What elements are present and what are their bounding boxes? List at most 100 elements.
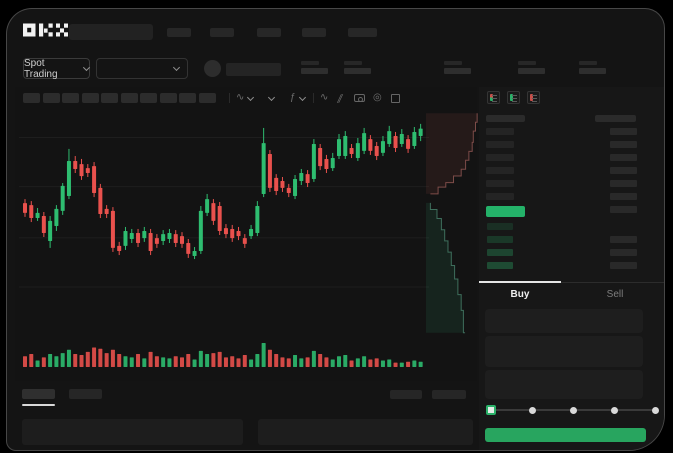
- line-tool-icon[interactable]: ∿: [320, 92, 329, 103]
- volume-bar: [48, 354, 53, 367]
- slider-stop-dot[interactable]: [528, 406, 536, 414]
- toolbar-button-placeholder[interactable]: [140, 93, 157, 103]
- orders-tab[interactable]: [69, 389, 102, 399]
- volume-bar: [299, 358, 304, 367]
- tab-buy[interactable]: Buy: [510, 289, 530, 300]
- volume-bar: [123, 356, 128, 367]
- volume-bar: [305, 357, 310, 367]
- slider-stop-dot[interactable]: [610, 406, 618, 414]
- orders-filter-placeholder[interactable]: [432, 390, 466, 399]
- nav-link-placeholder[interactable]: [257, 28, 281, 37]
- bid-price-bar[interactable]: [487, 236, 513, 243]
- ask-amount-bar: [610, 167, 637, 174]
- nav-link-placeholder[interactable]: [210, 28, 234, 37]
- pair-selector-dropdown[interactable]: [96, 58, 188, 79]
- bid-price-bar[interactable]: [487, 223, 513, 230]
- volume-bar: [180, 357, 184, 367]
- orderbook-view-combined-icon[interactable]: [487, 91, 500, 104]
- volume-bars: [23, 343, 423, 367]
- active-tab-underline: [479, 281, 561, 283]
- volume-bar: [293, 355, 298, 367]
- candle-body: [129, 232, 134, 239]
- interval-dropdown-icon[interactable]: [267, 93, 276, 103]
- toolbar-divider: [313, 93, 314, 103]
- camera-icon[interactable]: [354, 94, 365, 102]
- buy-submit-button[interactable]: [485, 428, 646, 442]
- candle-body: [230, 228, 235, 239]
- volume-bar: [198, 350, 203, 367]
- nav-search-placeholder[interactable]: [69, 24, 153, 40]
- ask-amount-bar: [610, 141, 637, 148]
- candle-body: [380, 141, 385, 153]
- bid-price-bar[interactable]: [487, 249, 513, 256]
- last-price-badge[interactable]: [486, 206, 525, 217]
- candle-body: [154, 238, 159, 244]
- fullscreen-icon[interactable]: [391, 94, 400, 103]
- candle-body: [318, 148, 323, 167]
- market-type-dropdown[interactable]: Spot Trading: [23, 58, 91, 80]
- toolbar-button-placeholder[interactable]: [198, 93, 216, 103]
- orders-tab-active[interactable]: [22, 389, 55, 399]
- ask-price-bar[interactable]: [486, 180, 514, 187]
- price-input[interactable]: [485, 309, 643, 333]
- candle-body: [343, 135, 348, 157]
- ask-price-bar[interactable]: [486, 193, 514, 200]
- bid-price-bar[interactable]: [487, 262, 513, 269]
- tab-sell[interactable]: Sell: [606, 289, 624, 300]
- candle-body: [236, 230, 241, 237]
- stat-label-placeholder: [579, 61, 597, 65]
- depth-line: [430, 113, 478, 195]
- toolbar-button-placeholder[interactable]: [23, 93, 40, 103]
- amount-input[interactable]: [485, 336, 643, 367]
- chart-style-icon[interactable]: ∿: [236, 93, 255, 103]
- ask-price-bar[interactable]: [486, 128, 514, 135]
- slider-stop-dot[interactable]: [569, 406, 577, 414]
- volume-bar: [60, 353, 65, 367]
- candle-body: [104, 208, 109, 215]
- nav-link-placeholder[interactable]: [302, 28, 326, 37]
- ask-amount-bar: [610, 193, 637, 200]
- total-input[interactable]: [485, 370, 643, 399]
- ask-price-bar[interactable]: [486, 154, 514, 161]
- indicators-dropdown-icon[interactable]: ƒ: [290, 93, 306, 103]
- candlestick-chart[interactable]: [19, 111, 429, 337]
- toolbar-button-placeholder[interactable]: [159, 93, 177, 103]
- pair-name-placeholder: [226, 63, 281, 76]
- slider-handle[interactable]: [486, 405, 496, 415]
- volume-bar: [393, 362, 398, 367]
- toolbar-button-placeholder[interactable]: [120, 93, 138, 103]
- candle-body: [242, 238, 247, 244]
- orderbook-view-bids-icon[interactable]: [507, 91, 520, 104]
- toolbar-button-placeholder[interactable]: [42, 93, 60, 103]
- volume-bar: [362, 356, 367, 367]
- nav-link-placeholder[interactable]: [167, 28, 191, 37]
- toolbar-button-placeholder[interactable]: [62, 93, 79, 103]
- volume-bar: [29, 354, 34, 367]
- toolbar-button-placeholder[interactable]: [179, 93, 196, 103]
- ask-price-bar[interactable]: [486, 141, 514, 148]
- volume-bar: [73, 354, 78, 367]
- candle-body: [211, 203, 216, 221]
- slider-stop-dot[interactable]: [651, 406, 659, 414]
- volume-bar: [205, 354, 210, 367]
- orders-filter-placeholder[interactable]: [390, 390, 422, 399]
- toolbar-button-placeholder[interactable]: [101, 93, 118, 103]
- volume-bar: [173, 356, 178, 367]
- settings-gear-icon[interactable]: ◎: [373, 92, 382, 103]
- okx-logo[interactable]: [23, 22, 69, 38]
- candle-body: [198, 210, 203, 252]
- candle-body: [406, 139, 411, 149]
- depth-fill: [426, 202, 466, 333]
- toolbar-button-placeholder[interactable]: [81, 93, 99, 103]
- nav-link-placeholder[interactable]: [348, 28, 377, 37]
- volume-bar: [337, 356, 341, 367]
- volume-bar: [104, 353, 109, 367]
- volume-bar: [267, 349, 272, 367]
- volume-bar: [399, 362, 404, 367]
- candle-body: [223, 228, 228, 235]
- volume-bar: [161, 357, 166, 367]
- volume-bar: [142, 358, 147, 367]
- ask-price-bar[interactable]: [486, 167, 514, 174]
- orderbook-view-asks-icon[interactable]: [527, 91, 540, 104]
- orders-panel: [258, 419, 473, 445]
